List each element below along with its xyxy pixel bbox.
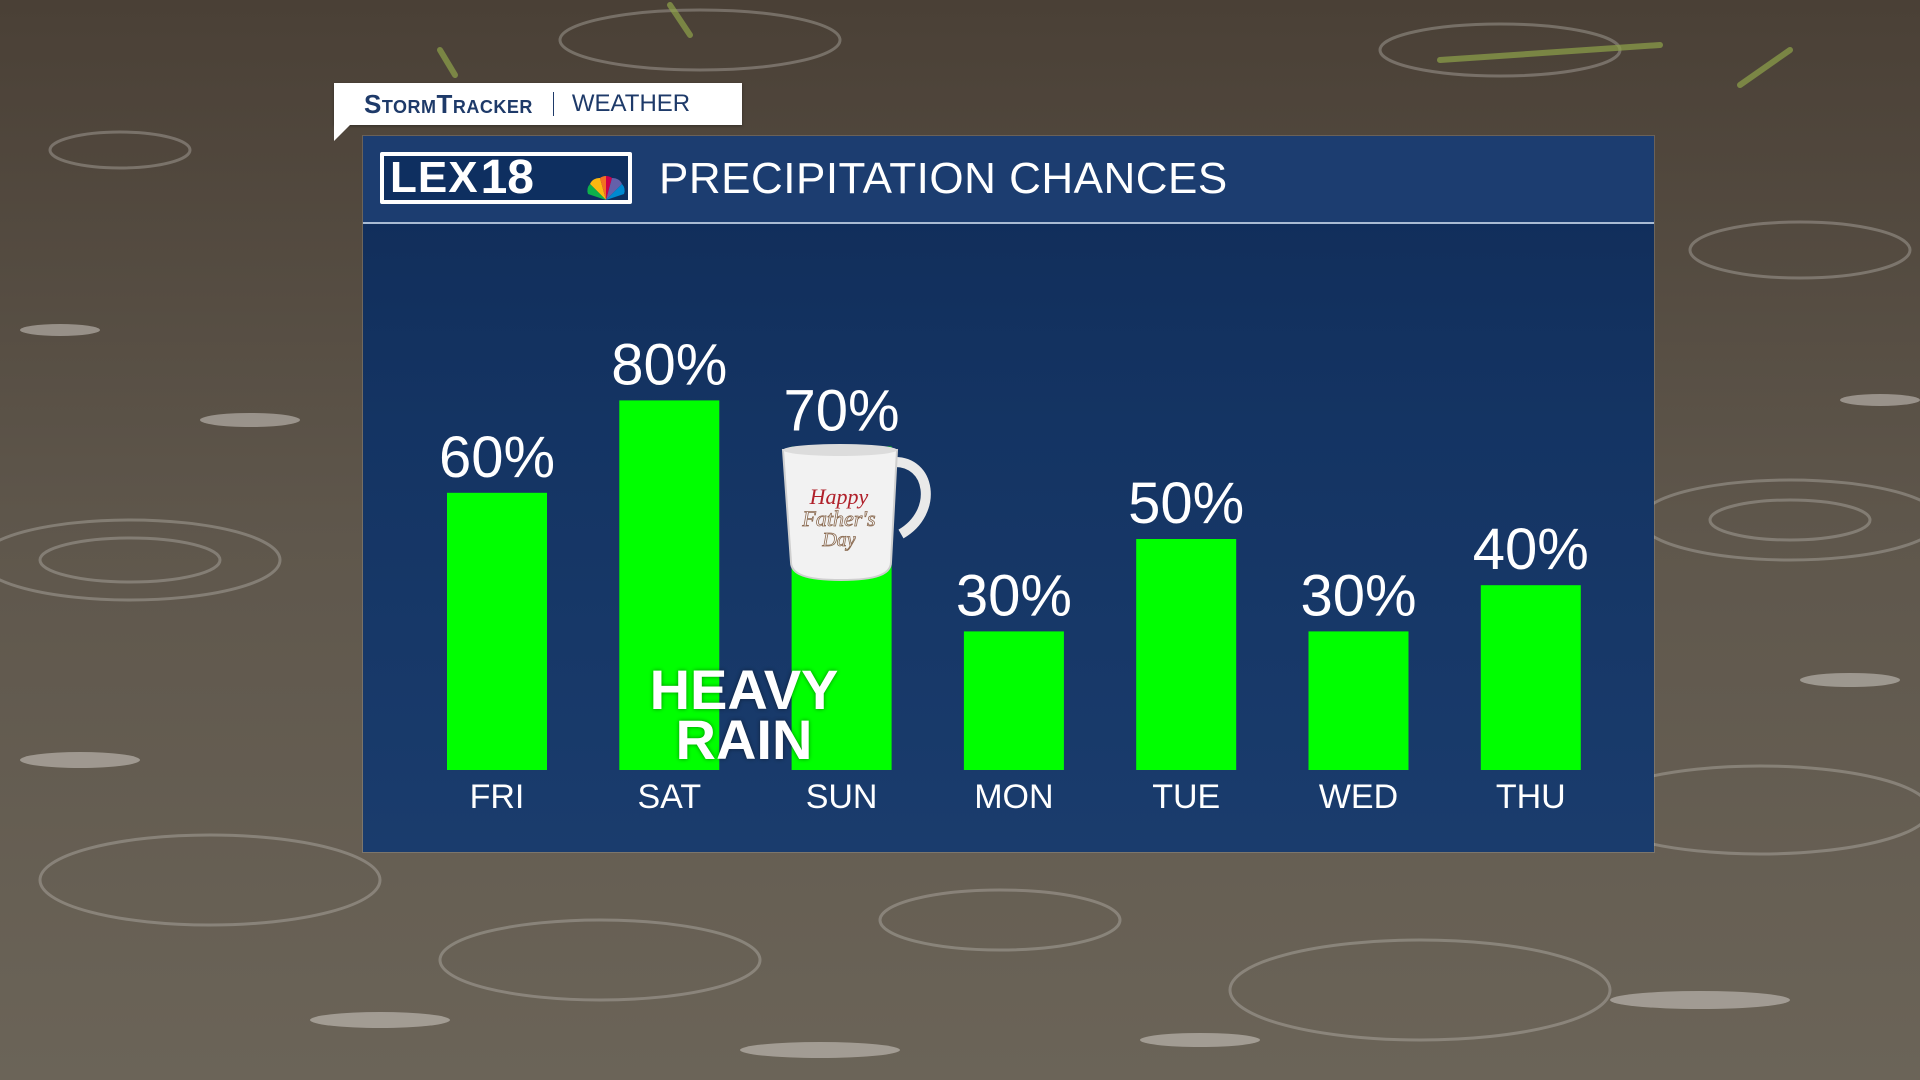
day-label-wed: WED xyxy=(1319,778,1398,816)
mug-text-line-2: Father's xyxy=(801,506,875,531)
day-label-sat: SAT xyxy=(637,778,701,816)
bar-tue xyxy=(1136,539,1237,770)
value-label-sun: 70% xyxy=(784,379,900,444)
bar-wed xyxy=(1308,631,1409,770)
day-label-sun: SUN xyxy=(806,778,878,816)
bar-sat xyxy=(619,400,720,770)
value-label-thu: 40% xyxy=(1473,517,1589,582)
mug-text-line-1: Happy xyxy=(809,484,869,509)
heavy-rain-line-2: RAIN xyxy=(675,708,813,771)
value-label-wed: 30% xyxy=(1300,563,1416,628)
tag-notch xyxy=(334,125,350,141)
day-label-mon: MON xyxy=(974,778,1053,816)
peacock-icon xyxy=(587,176,625,200)
day-label-tue: TUE xyxy=(1152,778,1220,816)
bar-mon xyxy=(963,631,1064,770)
value-label-fri: 60% xyxy=(439,425,555,490)
day-label-fri: FRI xyxy=(470,778,525,816)
heavy-rain-overlay: HEAVY RAIN xyxy=(628,658,860,771)
value-label-group: 60% 80% 70% 30% 50% 30% 40% xyxy=(439,332,1589,628)
day-label-group: FRI SAT SUN MON TUE WED THU xyxy=(470,778,1566,816)
logo-channel-number: 18 xyxy=(480,151,534,204)
lex18-logo: LEX 18 xyxy=(380,152,632,204)
panel-title: PRECIPITATION CHANCES xyxy=(659,154,1228,203)
value-label-tue: 50% xyxy=(1128,471,1244,536)
stormtracker-weather-tag: StormTracker WEATHER xyxy=(334,83,742,125)
logo-call-letters: LEX xyxy=(390,153,479,202)
bar-thu xyxy=(1480,585,1581,770)
heavy-rain-line-1: HEAVY xyxy=(649,658,839,721)
stormtracker-brand: StormTracker xyxy=(364,88,533,119)
tag-divider xyxy=(552,92,554,116)
bar-fri xyxy=(447,492,547,770)
panel-header: LEX 18 PRECIPITATION CHANCES xyxy=(363,136,1654,224)
mug-text-line-3: Day xyxy=(821,529,855,551)
value-label-mon: 30% xyxy=(956,563,1072,628)
weather-section-label: WEATHER xyxy=(571,90,691,117)
value-label-sat: 80% xyxy=(611,332,727,397)
day-label-thu: THU xyxy=(1496,778,1566,816)
fathers-day-mug-image: Happy Father's Day xyxy=(781,444,931,582)
